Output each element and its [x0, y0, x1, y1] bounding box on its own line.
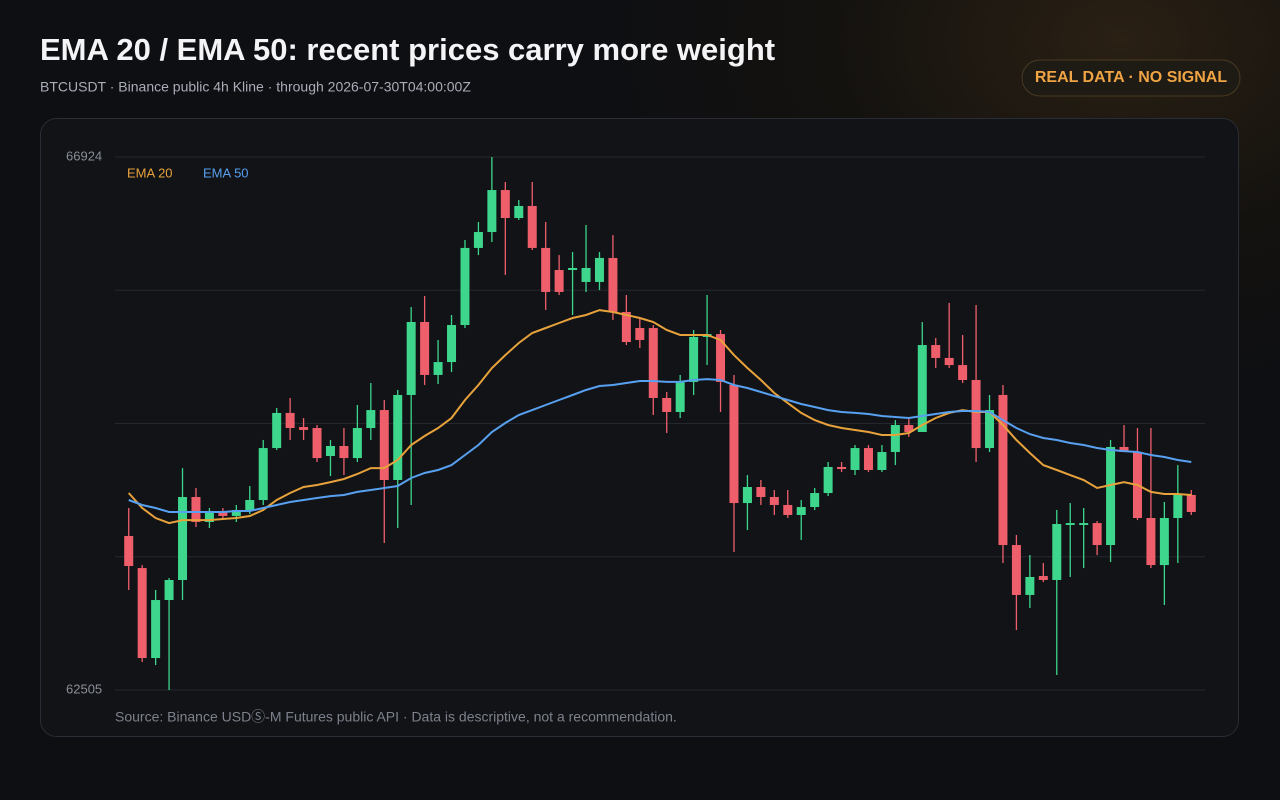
candle-body: [1079, 523, 1089, 525]
candle-body: [433, 362, 443, 375]
candle-body: [473, 232, 483, 248]
candle-body: [877, 452, 887, 470]
candle-body: [420, 322, 430, 375]
candle-body: [716, 334, 726, 382]
candle-body: [675, 381, 685, 412]
candle-body: [769, 497, 779, 505]
candle-body: [124, 535, 134, 567]
candle-body: [204, 511, 214, 522]
candle-body: [863, 448, 873, 470]
candle-body: [985, 410, 995, 449]
candle-body: [352, 428, 362, 459]
candle-body: [662, 397, 672, 412]
candle-body: [594, 257, 604, 282]
candle-body: [756, 487, 766, 498]
chart-subtitle: BTCUSDT · Binance public 4h Kline · thro…: [40, 79, 471, 95]
candle-body: [258, 448, 268, 501]
candle-body: [178, 497, 188, 580]
legend-entry: EMA 50: [203, 165, 249, 180]
candle-body: [837, 466, 847, 470]
candle-body: [810, 493, 820, 508]
candle-body: [1011, 545, 1021, 595]
candle-body: [393, 394, 403, 481]
candle-body: [1173, 494, 1183, 519]
candle-body: [218, 511, 228, 516]
candle-body: [1065, 523, 1075, 525]
candle-body: [1025, 576, 1035, 595]
candle-body: [742, 487, 752, 504]
candle-body: [500, 190, 510, 219]
legend-entry: EMA 20: [127, 165, 173, 180]
candle-body: [850, 448, 860, 470]
candle-body: [151, 600, 161, 659]
candle-body: [621, 311, 631, 343]
candle-body: [460, 247, 470, 326]
candle-body: [191, 497, 201, 522]
candle-body: [729, 384, 739, 504]
candle-body: [917, 345, 927, 433]
candle-body: [568, 267, 578, 271]
candle-body: [312, 428, 322, 459]
y-tick-label: 62505: [66, 681, 102, 696]
chart-title: EMA 20 / EMA 50: recent prices carry mor…: [40, 32, 775, 67]
candle-body: [1119, 446, 1129, 453]
chart-card: [40, 118, 1239, 737]
candle-body: [487, 190, 497, 233]
candle-body: [285, 412, 295, 429]
candle-body: [379, 410, 389, 481]
candle-body: [325, 445, 335, 457]
candle-body: [272, 412, 282, 449]
candle-body: [998, 394, 1008, 546]
candle-body: [796, 507, 806, 515]
y-tick-label: 66924: [66, 148, 102, 163]
candle-body: [608, 257, 618, 312]
candle-body: [137, 568, 147, 659]
candle-body: [406, 322, 416, 395]
candle-body: [339, 445, 349, 459]
candle-body: [890, 425, 900, 453]
candle-body: [689, 336, 699, 382]
candle-body: [1106, 446, 1116, 546]
candle-body: [783, 504, 793, 515]
candle-body: [931, 345, 941, 358]
candle-body: [1159, 518, 1169, 566]
candle-body: [514, 205, 524, 219]
candle-body: [581, 267, 591, 282]
candle-body: [164, 579, 174, 601]
candle-body: [366, 410, 376, 429]
candle-body: [648, 328, 658, 398]
candle-body: [944, 357, 954, 366]
ema-line: [128, 378, 1192, 513]
candle-body: [527, 205, 537, 248]
source-note: Source: Binance USDⓈ-M Futures public AP…: [115, 709, 677, 725]
candle-body: [823, 466, 833, 494]
candle-body: [958, 365, 968, 381]
candle-body: [245, 500, 255, 511]
badge: REAL DATA · NO SIGNAL: [1035, 69, 1228, 86]
candle-body: [1038, 576, 1048, 580]
candle-body: [904, 425, 914, 433]
badge-frame: [1021, 59, 1241, 97]
ema-line: [127, 309, 1192, 525]
candle-body: [1186, 494, 1196, 512]
candle-body: [635, 328, 645, 340]
candle-body: [541, 247, 551, 292]
candle-body: [447, 325, 457, 363]
candle-body: [1146, 518, 1156, 566]
candle-body: [1092, 523, 1102, 546]
candle-body: [299, 427, 309, 430]
candle-body: [554, 270, 564, 292]
candle-body: [971, 380, 981, 449]
candle-body: [231, 510, 241, 516]
candle-body: [1052, 524, 1062, 580]
